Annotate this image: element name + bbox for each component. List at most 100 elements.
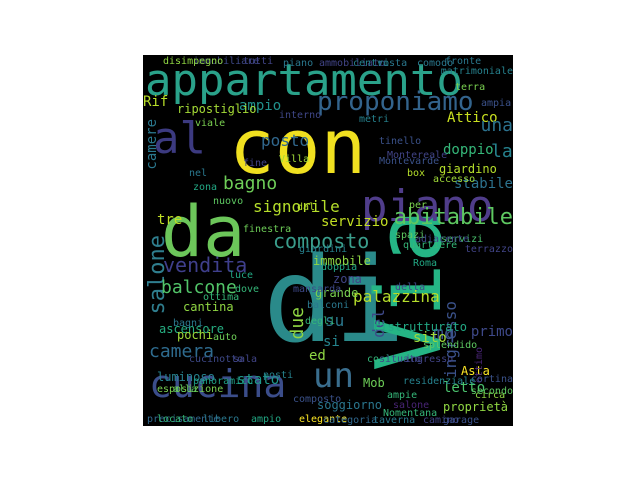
cloud-word: doppio (443, 142, 494, 158)
cloud-word: posti (263, 370, 294, 381)
cloud-word: interno (279, 110, 322, 121)
cloud-word: finestra (243, 224, 292, 235)
cloud-word: esposizione (157, 384, 224, 395)
cloud-word: dal (297, 202, 316, 213)
cloud-word: ottima (203, 292, 240, 303)
cloud-word: ripostiglio (177, 102, 257, 116)
cloud-word: ampio (251, 414, 282, 425)
cloud-word: ammobiliato (319, 58, 386, 69)
cloud-word: camera (149, 341, 215, 362)
cloud-word: stabile (453, 176, 513, 192)
cloud-word: camere (144, 119, 160, 170)
cloud-word: metri (359, 114, 390, 125)
cloud-word: Villa (279, 154, 310, 165)
cloud-word: terra (455, 82, 486, 93)
cloud-word: al (153, 113, 206, 164)
cloud-word: immobile (313, 254, 371, 268)
cloud-word: composto (273, 229, 370, 253)
cloud-word: circa (475, 390, 506, 401)
cloud-word: balconi (307, 300, 350, 311)
cloud-word: doppia (321, 262, 358, 273)
cloud-word: un (313, 356, 354, 396)
cloud-word: di (263, 231, 406, 369)
cloud-word: composto (293, 394, 342, 405)
cloud-word: terrazzo (464, 244, 513, 255)
cloud-word: zona (333, 272, 362, 286)
cloud-word: salone (145, 235, 170, 315)
cloud-word: con (229, 102, 367, 191)
cloud-word: piano (283, 58, 314, 69)
cloud-word: della (395, 282, 426, 293)
cloud-word: immobiliare (193, 56, 260, 67)
cloud-word: su (325, 311, 345, 330)
cloud-word: residenziale (403, 376, 476, 387)
cloud-word: disimpegno (163, 56, 224, 67)
cloud-word: balcone (161, 277, 237, 298)
cloud-word: garage (443, 415, 480, 426)
cloud-word: luce (229, 270, 254, 281)
cloud-word: Mob (363, 376, 385, 390)
cloud-word: ingresso (405, 354, 454, 365)
cloud-word: vista (377, 58, 408, 69)
cloud-word: box (407, 168, 426, 179)
cloud-word: precisamente (147, 414, 220, 425)
cloud-word: proprietà (443, 400, 509, 414)
cloud-word: tinello (379, 136, 422, 147)
cloud-word: per (409, 200, 428, 211)
cloud-word: abitabile (393, 205, 513, 230)
cloud-word: tre (157, 212, 183, 228)
cloud-word: bagni (173, 318, 204, 329)
cloud-word: da (161, 191, 246, 273)
cloud-word: posto (261, 131, 310, 150)
cloud-word: matrimoniale (440, 66, 513, 77)
cloud-word: giardini (299, 244, 348, 255)
cloud-word: la (491, 141, 513, 162)
cloud-word: pochi (177, 328, 214, 342)
cloud-word: fine (243, 158, 268, 169)
cloud-word: secondo (470, 386, 513, 397)
cloud-word: ed (309, 348, 326, 364)
cloud-word: quartiere (403, 240, 458, 251)
cloud-word: Rif (143, 94, 169, 110)
cloud-word: zona (193, 182, 218, 193)
cloud-word: si (323, 334, 340, 350)
cloud-word: letto (443, 380, 486, 396)
cloud-word: palazzina (353, 287, 440, 306)
cloud-word: mq (433, 323, 455, 344)
cloud-word: stato (237, 372, 280, 388)
cloud-word: così (367, 354, 392, 365)
cloud-word: dove (235, 284, 260, 295)
cloud-word: auto (213, 332, 238, 343)
cloud-word: Montereale (387, 150, 448, 161)
cloud-word: centro (353, 58, 390, 69)
cloud-word: sito (413, 330, 447, 346)
cloud-word: situato (379, 354, 422, 365)
cloud-word: Asta (461, 364, 490, 378)
cloud-word: viale (195, 118, 226, 129)
cloud-word: tutti (243, 56, 274, 67)
cloud-word: comodo (417, 58, 454, 69)
cloud-word: vendita (163, 253, 248, 277)
cloud-word: categoria (323, 415, 378, 426)
cloud-word: proponiamo (317, 87, 474, 117)
cloud-word: Attico (447, 110, 498, 126)
cloud-word: cucinotto (189, 354, 244, 365)
cloud-word: ristrutturato (373, 320, 467, 334)
cloud-word: servizio (321, 214, 389, 230)
cloud-word: adiacente (415, 234, 470, 245)
cloud-word: giardino (439, 162, 497, 176)
cloud-word: alla (173, 384, 198, 395)
cloud-word: signorile (253, 197, 340, 216)
cloud-word: una (480, 115, 513, 136)
cloud-word: locato (157, 414, 194, 425)
cloud-word: bagno (223, 173, 278, 194)
cloud-word: degli (305, 316, 336, 327)
cloud-word: camino (423, 415, 460, 426)
cloud-word: spazi (395, 230, 426, 241)
cloud-word: taverna (373, 415, 416, 426)
cloud-word: soggiorno (317, 398, 383, 412)
cloud-word: fronte (445, 56, 482, 67)
cloud-word: servizi (441, 234, 484, 245)
cloud-word: salone (393, 400, 430, 411)
cloud-word: primo (470, 324, 513, 340)
